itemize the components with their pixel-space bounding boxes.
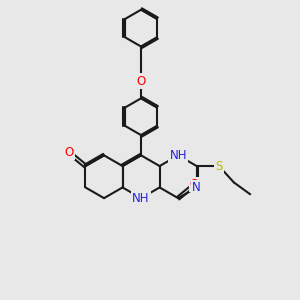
Text: O: O [64, 146, 74, 159]
Text: N: N [192, 181, 201, 194]
Text: O: O [190, 178, 199, 191]
Text: NH: NH [169, 149, 187, 162]
Text: S: S [215, 160, 223, 172]
Text: O: O [136, 74, 146, 88]
Text: NH: NH [132, 192, 150, 205]
